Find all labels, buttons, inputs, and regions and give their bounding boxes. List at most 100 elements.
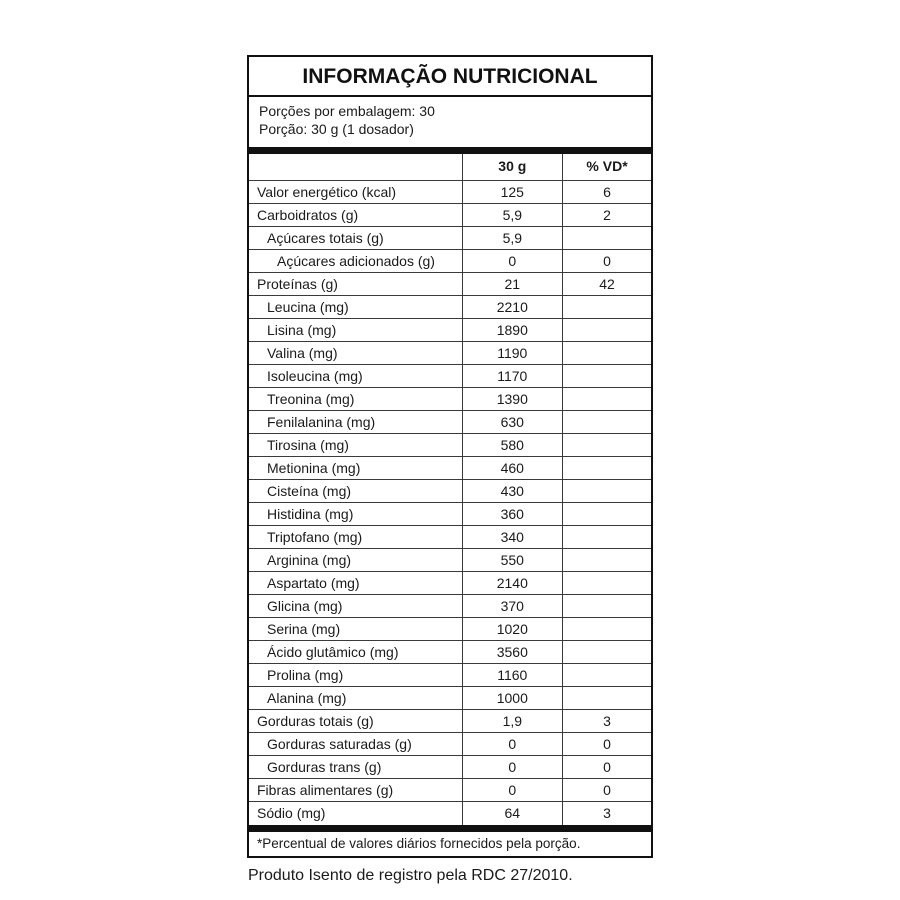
table-row: Valor energético (kcal) 125 6 — [249, 180, 651, 205]
amount-value: 21 — [461, 272, 564, 297]
nutrient-label: Alanina (mg) — [249, 686, 463, 711]
registration-note: Produto Isento de registro pela RDC 27/2… — [248, 866, 573, 884]
table-row: Gorduras trans (g) 0 0 — [249, 755, 651, 780]
table-row: Glicina (mg) 370 — [249, 594, 651, 619]
table-row: Fibras alimentares (g) 0 0 — [249, 778, 651, 803]
nutrient-label: Fenilalanina (mg) — [249, 410, 463, 435]
dv-value — [562, 410, 651, 435]
amount-value: 370 — [461, 594, 564, 619]
daily-value-footnote: *Percentual de valores diários fornecido… — [257, 835, 581, 851]
serving-info: Porções por embalagem: 30 Porção: 30 g (… — [249, 97, 651, 147]
amount-value: 0 — [461, 732, 564, 757]
table-row: Açúcares totais (g) 5,9 — [249, 226, 651, 251]
dv-value: 3 — [562, 801, 651, 825]
dv-value — [562, 525, 651, 550]
table-row: Alanina (mg) 1000 — [249, 686, 651, 711]
nutrition-facts-label: INFORMAÇÃO NUTRICIONAL Porções por embal… — [247, 55, 653, 858]
nutrient-label: Triptofano (mg) — [249, 525, 463, 550]
table-row: Fenilalanina (mg) 630 — [249, 410, 651, 435]
nutrient-label: Lisina (mg) — [249, 318, 463, 343]
nutrient-label: Gorduras totais (g) — [249, 709, 463, 734]
dv-value: 0 — [562, 778, 651, 803]
nutrient-label: Sódio (mg) — [249, 801, 463, 825]
dv-value — [562, 318, 651, 343]
dv-value: 42 — [562, 272, 651, 297]
nutrition-table-body: Valor energético (kcal) 125 6 Carboidratos … — [249, 180, 651, 825]
amount-value: 1390 — [461, 387, 564, 412]
amount-value: 1160 — [461, 663, 564, 688]
dv-value — [562, 548, 651, 573]
amount-value: 5,9 — [461, 226, 564, 251]
table-row: Serina (mg) 1020 — [249, 617, 651, 642]
nutrient-label: Arginina (mg) — [249, 548, 463, 573]
table-row: Arginina (mg) 550 — [249, 548, 651, 573]
nutrient-label: Proteínas (g) — [249, 272, 463, 297]
header-row: 30 g % VD* — [249, 153, 651, 182]
nutrient-label: Gorduras saturadas (g) — [249, 732, 463, 757]
table-row: Ácido glutâmico (mg) 3560 — [249, 640, 651, 665]
dv-value: 2 — [562, 203, 651, 228]
table-row: Gorduras totais (g) 1,9 3 — [249, 709, 651, 734]
table-row: Cisteína (mg) 430 — [249, 479, 651, 504]
table-row: Aspartato (mg) 2140 — [249, 571, 651, 596]
amount-value: 125 — [461, 180, 564, 205]
nutrient-label: Glicina (mg) — [249, 594, 463, 619]
table-row: Leucina (mg) 2210 — [249, 295, 651, 320]
dv-value — [562, 479, 651, 504]
servings-per-package-text: Porções por embalagem: 30 — [259, 103, 435, 119]
amount-value: 64 — [461, 801, 564, 825]
amount-value: 1020 — [461, 617, 564, 642]
table-row: Prolina (mg) 1160 — [249, 663, 651, 688]
table-row: Histidina (mg) 360 — [249, 502, 651, 527]
amount-value: 550 — [461, 548, 564, 573]
nutrition-table-header: 30 g % VD* — [249, 153, 651, 182]
amount-value: 2210 — [461, 295, 564, 320]
dv-value — [562, 456, 651, 481]
amount-value: 0 — [461, 778, 564, 803]
amount-value: 1,9 — [461, 709, 564, 734]
nutrient-label: Aspartato (mg) — [249, 571, 463, 596]
table-row: Gorduras saturadas (g) 0 0 — [249, 732, 651, 757]
nutrient-label: Carboidratos (g) — [249, 203, 463, 228]
nutrition-label-container: INFORMAÇÃO NUTRICIONAL Porções por embal… — [247, 55, 653, 885]
dv-value — [562, 502, 651, 527]
nutrient-label: Ácido glutâmico (mg) — [249, 640, 463, 665]
nutrient-label: Cisteína (mg) — [249, 479, 463, 504]
dv-value — [562, 341, 651, 366]
amount-value: 430 — [461, 479, 564, 504]
label-title: INFORMAÇÃO NUTRICIONAL — [249, 57, 651, 97]
table-row: Isoleucina (mg) 1170 — [249, 364, 651, 389]
dv-value — [562, 387, 651, 412]
dv-value — [562, 433, 651, 458]
table-row: Triptofano (mg) 340 — [249, 525, 651, 550]
dv-value: 0 — [562, 755, 651, 780]
dv-value — [562, 226, 651, 251]
table-row: Lisina (mg) 1890 — [249, 318, 651, 343]
table-row: Valina (mg) 1190 — [249, 341, 651, 366]
nutrient-label: Serina (mg) — [249, 617, 463, 642]
amount-value: 580 — [461, 433, 564, 458]
amount-value: 340 — [461, 525, 564, 550]
dv-value: 3 — [562, 709, 651, 734]
dv-value: 0 — [562, 732, 651, 757]
amount-value: 1000 — [461, 686, 564, 711]
dv-value — [562, 594, 651, 619]
dv-value — [562, 295, 651, 320]
header-amount-column: 30 g — [461, 153, 564, 182]
amount-value: 3560 — [461, 640, 564, 665]
nutrient-label: Fibras alimentares (g) — [249, 778, 463, 803]
nutrition-table: 30 g % VD* Valor energético (kcal) 125 6 Ca… — [249, 153, 651, 825]
amount-value: 5,9 — [461, 203, 564, 228]
table-row: Metionina (mg) 460 — [249, 456, 651, 481]
table-row: Treonina (mg) 1390 — [249, 387, 651, 412]
nutrient-label: Tirosina (mg) — [249, 433, 463, 458]
serving-size-text: Porção: 30 g (1 dosador) — [259, 121, 414, 138]
dv-value — [562, 686, 651, 711]
dv-value — [562, 640, 651, 665]
dv-value: 6 — [562, 180, 651, 205]
nutrient-label: Leucina (mg) — [249, 295, 463, 320]
amount-value: 0 — [461, 249, 564, 274]
header-nutrient-column — [249, 153, 463, 182]
nutrient-label: Gorduras trans (g) — [249, 755, 463, 780]
